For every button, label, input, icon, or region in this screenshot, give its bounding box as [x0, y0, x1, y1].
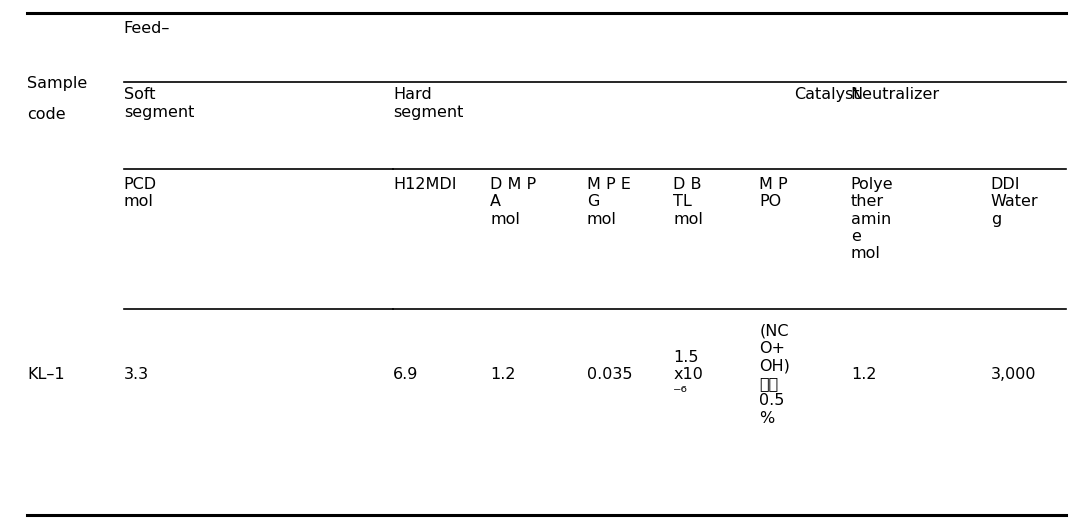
Text: Catalyst: Catalyst [795, 87, 859, 102]
Text: KL–1: KL–1 [27, 367, 65, 382]
Text: Sample: Sample [27, 76, 87, 91]
Text: 1.5
x10
⁻⁶: 1.5 x10 ⁻⁶ [673, 350, 703, 400]
Text: PCD
mol: PCD mol [124, 177, 157, 209]
Text: M P E
G
mol: M P E G mol [587, 177, 631, 227]
Text: 1.2: 1.2 [851, 367, 877, 382]
Text: code: code [27, 107, 66, 122]
Text: H12MDI: H12MDI [393, 177, 457, 192]
Text: DDI
Water
g: DDI Water g [991, 177, 1038, 227]
Text: Soft
segment: Soft segment [124, 87, 194, 119]
Text: 3.3: 3.3 [124, 367, 149, 382]
Text: D M P
A
mol: D M P A mol [490, 177, 536, 227]
Text: M P
PO: M P PO [759, 177, 788, 209]
Text: Hard
segment: Hard segment [393, 87, 463, 119]
Text: 3,000: 3,000 [991, 367, 1036, 382]
Text: 6.9: 6.9 [393, 367, 419, 382]
Text: (NC
O+
OH)
대비
0.5
%: (NC O+ OH) 대비 0.5 % [759, 324, 791, 426]
Text: Neutralizer: Neutralizer [851, 87, 940, 102]
Text: 0.035: 0.035 [587, 367, 632, 382]
Text: D B
TL
mol: D B TL mol [673, 177, 703, 227]
Text: Feed–: Feed– [124, 21, 170, 36]
Text: Polye
ther
amin
e
mol: Polye ther amin e mol [851, 177, 894, 261]
Text: 1.2: 1.2 [490, 367, 516, 382]
